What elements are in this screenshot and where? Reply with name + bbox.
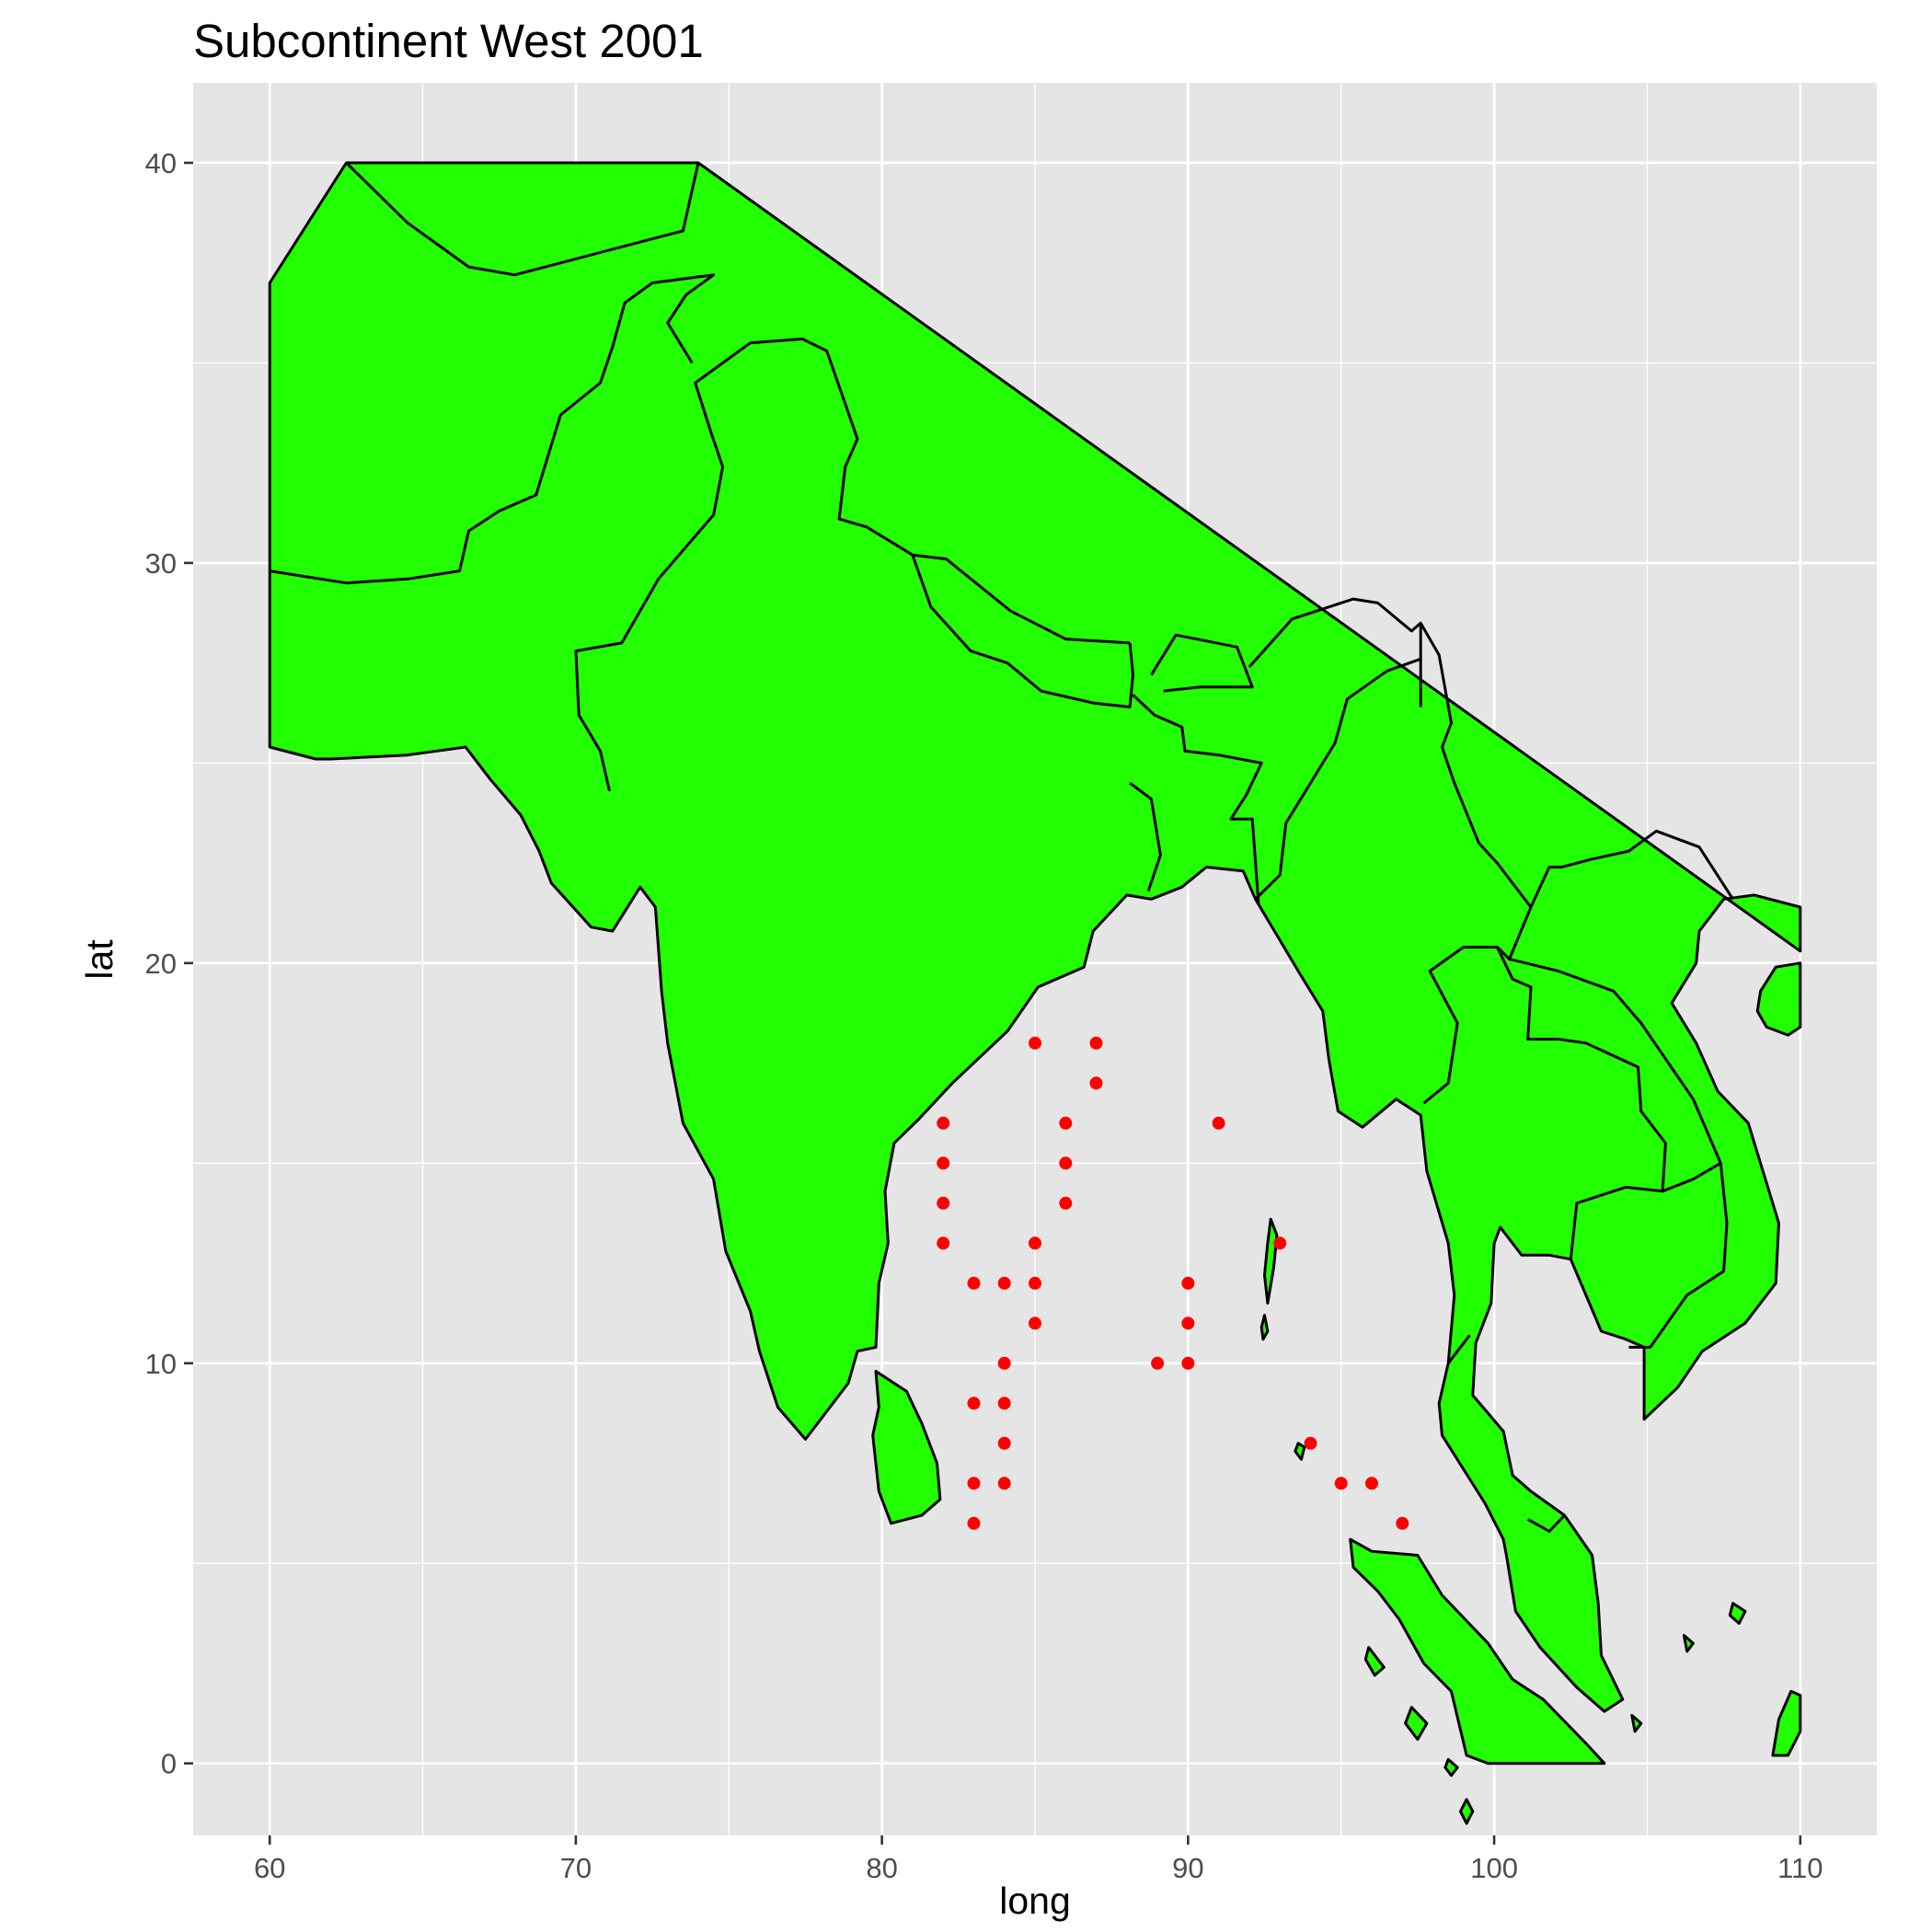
data-point bbox=[967, 1477, 981, 1490]
data-point bbox=[1273, 1236, 1287, 1250]
x-tick-label: 110 bbox=[1777, 1852, 1823, 1884]
small-island bbox=[1259, 1314, 1270, 1341]
y-tick-label: 0 bbox=[161, 1748, 177, 1780]
data-point bbox=[1029, 1317, 1041, 1330]
island-borneo bbox=[1771, 1689, 1802, 1757]
small-island bbox=[1630, 1714, 1643, 1733]
country-border bbox=[1129, 781, 1162, 892]
small-island bbox=[1294, 1442, 1306, 1461]
x-axis-title: long bbox=[999, 1880, 1071, 1922]
chart-title: Subcontinent West 2001 bbox=[193, 15, 704, 67]
data-point bbox=[1059, 1116, 1073, 1130]
data-point bbox=[967, 1397, 981, 1410]
y-tick-label: 10 bbox=[145, 1348, 177, 1380]
data-point bbox=[1304, 1436, 1317, 1450]
data-point bbox=[997, 1397, 1011, 1410]
scatter-points bbox=[937, 1036, 1409, 1530]
y-tick-label: 40 bbox=[145, 147, 177, 179]
x-tick-label: 60 bbox=[254, 1852, 285, 1884]
small-island bbox=[1363, 1646, 1386, 1677]
country-border bbox=[269, 273, 716, 585]
data-point bbox=[1181, 1276, 1195, 1290]
y-axis-title: lat bbox=[78, 939, 121, 980]
landmass-mainland bbox=[268, 161, 1802, 1713]
data-point bbox=[1334, 1477, 1348, 1490]
country-border bbox=[1662, 1162, 1722, 1193]
data-point bbox=[1029, 1236, 1041, 1250]
country-border bbox=[1254, 657, 1421, 901]
country-border bbox=[1150, 633, 1254, 693]
x-tick-label: 100 bbox=[1470, 1852, 1518, 1884]
data-point bbox=[1089, 1076, 1103, 1090]
data-point bbox=[937, 1236, 950, 1250]
axes: 60 70 80 90 100 110 0 10 20 30 40 bbox=[145, 147, 1823, 1884]
island-hainan bbox=[1755, 961, 1802, 1037]
data-point bbox=[1089, 1036, 1103, 1050]
data-point bbox=[1181, 1317, 1195, 1330]
data-point bbox=[937, 1156, 950, 1170]
y-tick-label: 30 bbox=[145, 547, 177, 580]
data-point bbox=[1212, 1116, 1225, 1130]
y-tick-label: 20 bbox=[145, 948, 177, 980]
country-border bbox=[1132, 694, 1263, 903]
small-island bbox=[1263, 1217, 1279, 1305]
data-point bbox=[937, 1116, 950, 1130]
data-point bbox=[1181, 1356, 1195, 1370]
data-point bbox=[1029, 1036, 1041, 1050]
x-tick-label: 70 bbox=[560, 1852, 592, 1884]
data-point bbox=[937, 1196, 950, 1210]
country-border bbox=[1526, 1514, 1566, 1533]
x-tick-label: 80 bbox=[866, 1852, 897, 1884]
data-point bbox=[967, 1276, 981, 1290]
small-island bbox=[1443, 1757, 1459, 1777]
data-point bbox=[1396, 1516, 1409, 1530]
small-island bbox=[1404, 1706, 1429, 1742]
small-island bbox=[1682, 1634, 1695, 1653]
data-point bbox=[1365, 1477, 1378, 1490]
data-point bbox=[1059, 1156, 1073, 1170]
country-border bbox=[1422, 946, 1667, 1259]
small-island bbox=[1459, 1798, 1475, 1825]
country-border bbox=[911, 554, 1134, 708]
data-point bbox=[967, 1516, 981, 1530]
data-point bbox=[1151, 1356, 1165, 1370]
country-border bbox=[345, 161, 700, 277]
data-point bbox=[997, 1356, 1011, 1370]
island-sri-lanka bbox=[871, 1370, 942, 1525]
data-point bbox=[1029, 1276, 1041, 1290]
island-sumatra bbox=[1349, 1537, 1606, 1765]
data-point bbox=[997, 1477, 1011, 1490]
data-point bbox=[997, 1436, 1011, 1450]
x-tick-label: 90 bbox=[1172, 1852, 1203, 1884]
country-border bbox=[574, 337, 914, 792]
country-border bbox=[1447, 1334, 1471, 1364]
data-point bbox=[1059, 1196, 1073, 1210]
country-border bbox=[912, 553, 1131, 645]
small-island bbox=[1728, 1602, 1747, 1625]
data-point bbox=[997, 1276, 1011, 1290]
map-layer bbox=[268, 161, 1802, 1825]
